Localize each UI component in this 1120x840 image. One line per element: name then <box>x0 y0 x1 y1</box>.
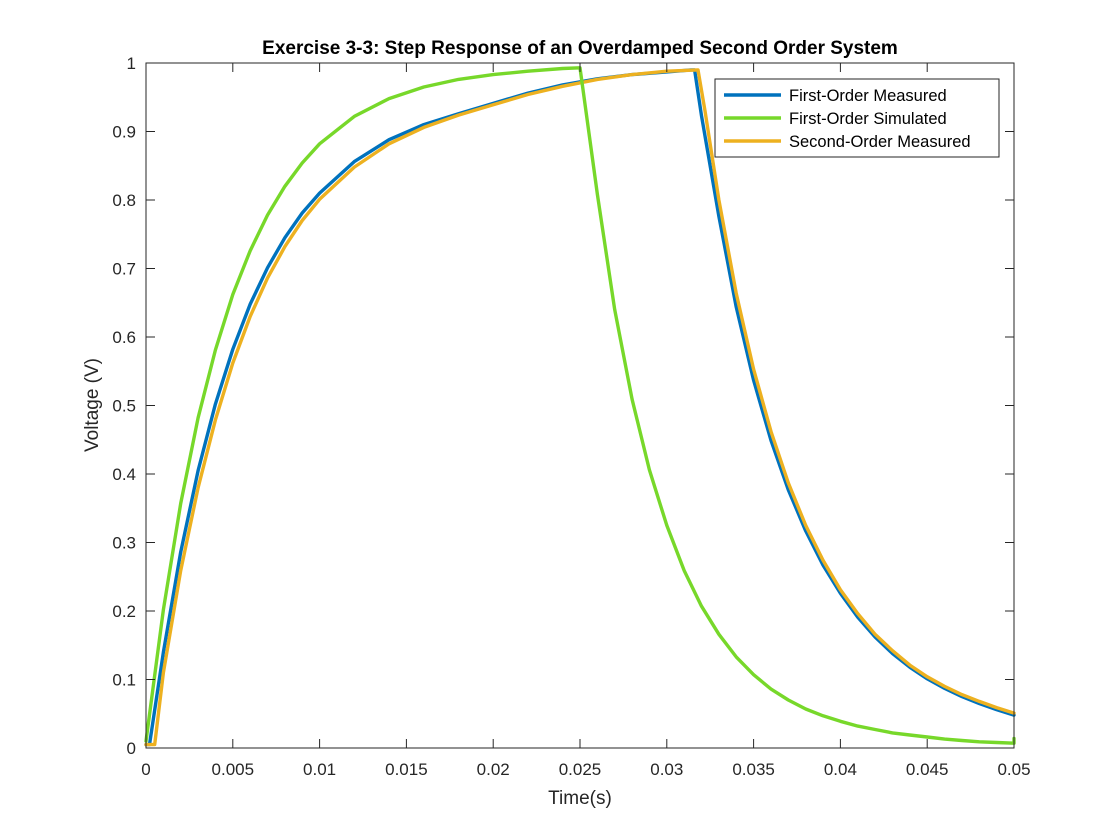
legend-label-1: First-Order Measured <box>789 87 947 105</box>
x-axis-title: Time(s) <box>548 788 612 809</box>
y-tick-label: 0.2 <box>112 602 136 621</box>
legend-label-2: First-Order Simulated <box>789 110 947 128</box>
y-tick-label: 1 <box>127 54 136 73</box>
y-tick-label: 0.3 <box>112 534 136 553</box>
x-axis: 0 0.005 0.01 0.015 0.02 0.025 0.03 0.035 0.04 0.0… <box>141 63 1031 779</box>
y-tick-label: 0.9 <box>112 123 136 142</box>
y-tick-label: 0 <box>127 739 136 758</box>
x-tick-label: 0.025 <box>559 760 602 779</box>
y-tick-label: 0.5 <box>112 397 136 416</box>
legend: First-Order Measured First-Order Simulate… <box>714 78 1000 158</box>
x-tick-label: 0.015 <box>385 760 428 779</box>
x-tick-label: 0.05 <box>997 760 1030 779</box>
x-tick-label: 0.02 <box>477 760 510 779</box>
y-tick-label: 0.4 <box>112 465 136 484</box>
y-axis-title: Voltage (V) <box>82 358 103 452</box>
y-axis: 0 0.1 0.2 0.3 0.4 0.5 0.6 0.7 0.8 0.9 1 <box>112 54 1014 758</box>
x-tick-label: 0.035 <box>732 760 775 779</box>
y-tick-label: 0.8 <box>112 191 136 210</box>
x-tick-label: 0.045 <box>906 760 949 779</box>
x-tick-label: 0.04 <box>824 760 857 779</box>
y-tick-label: 0.7 <box>112 260 136 279</box>
series-line-3 <box>144 68 1016 747</box>
x-tick-label: 0.01 <box>303 760 336 779</box>
legend-label-3: Second-Order Measured <box>789 133 971 151</box>
series-line-2 <box>144 66 1016 745</box>
y-tick-label: 0.6 <box>112 328 136 347</box>
x-tick-label: 0.03 <box>650 760 683 779</box>
x-tick-label: 0 <box>141 760 150 779</box>
x-tick-label: 0.005 <box>212 760 255 779</box>
y-tick-label: 0.1 <box>112 671 136 690</box>
chart-title: Exercise 3-3: Step Response of an Overda… <box>262 38 898 59</box>
